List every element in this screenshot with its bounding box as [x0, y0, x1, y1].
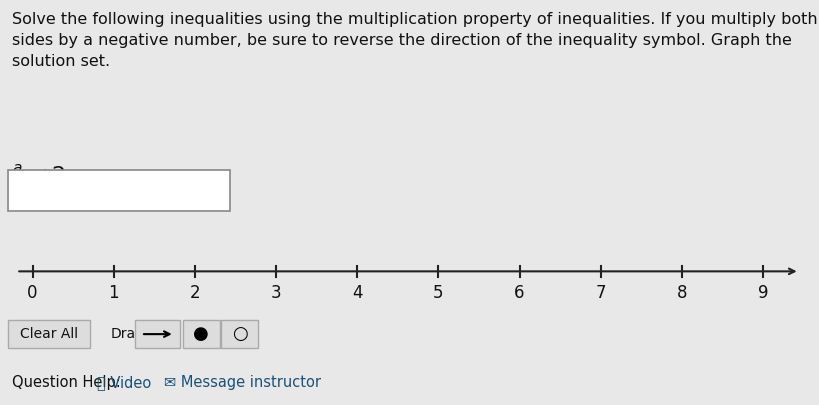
- Text: ○: ○: [232, 325, 248, 343]
- Text: Question Help:: Question Help:: [12, 375, 121, 390]
- Text: ✉ Message instructor: ✉ Message instructor: [164, 375, 320, 390]
- Text: 0: 0: [27, 284, 38, 302]
- FancyBboxPatch shape: [183, 320, 219, 348]
- Text: 9: 9: [757, 284, 767, 302]
- Text: 4: 4: [351, 284, 362, 302]
- Text: ●: ●: [192, 325, 209, 343]
- FancyBboxPatch shape: [8, 170, 229, 211]
- FancyBboxPatch shape: [8, 320, 90, 348]
- FancyBboxPatch shape: [135, 320, 180, 348]
- Text: Draw:: Draw:: [111, 327, 151, 341]
- Text: 5: 5: [432, 284, 443, 302]
- Text: 🗎 Video: 🗎 Video: [97, 375, 151, 390]
- Text: 3: 3: [270, 284, 281, 302]
- Text: Clear All: Clear All: [20, 327, 78, 341]
- Text: 7: 7: [595, 284, 605, 302]
- Text: 1: 1: [108, 284, 119, 302]
- Text: 8: 8: [676, 284, 686, 302]
- Text: 2: 2: [189, 284, 200, 302]
- Text: 6: 6: [514, 284, 524, 302]
- Text: Solve the following inequalities using the multiplication property of inequaliti: Solve the following inequalities using t…: [12, 12, 817, 69]
- Text: $\frac{a}{3} \leq 2$: $\frac{a}{3} \leq 2$: [12, 162, 66, 194]
- FancyBboxPatch shape: [221, 320, 258, 348]
